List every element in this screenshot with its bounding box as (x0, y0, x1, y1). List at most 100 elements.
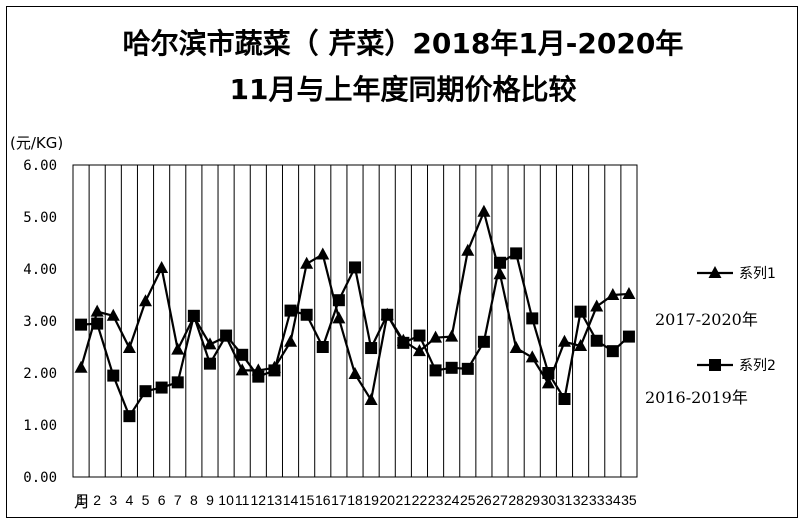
series2-point (300, 308, 313, 321)
series1-point (155, 260, 169, 273)
series1-point (445, 329, 459, 342)
series2-point (332, 294, 345, 307)
series2-point (397, 336, 410, 349)
series1-point (235, 363, 249, 376)
series2-point (477, 335, 490, 348)
series2-point (381, 308, 394, 321)
legend-marker-square (709, 359, 721, 371)
series2-point (252, 370, 265, 383)
y-tick-label: 2.00 (23, 366, 57, 382)
series1-point (412, 344, 426, 357)
series1-period-annotation: 2017-2020年 (655, 310, 758, 329)
series2-point (542, 367, 555, 379)
series1-point (300, 256, 314, 269)
x-tick-label: 29 (524, 492, 540, 508)
series1-point (106, 308, 120, 321)
series2-point (365, 342, 378, 355)
series1-point (332, 311, 346, 324)
series2-point (139, 385, 152, 398)
x-tick-label: 26 (476, 492, 492, 508)
series2-point (461, 362, 474, 375)
y-tick-label: 3.00 (23, 314, 57, 330)
x-tick-label: 3 (109, 492, 117, 508)
x-tick-label: 21 (396, 492, 412, 508)
series2-point (445, 361, 458, 374)
y-axis-unit: (元/KG) (10, 134, 64, 152)
series1-point (122, 341, 136, 354)
y-tick-label: 6.00 (23, 158, 57, 174)
x-tick-label: 28 (508, 492, 524, 508)
series2-period-annotation: 2016-2019年 (645, 388, 748, 407)
x-tick-label: 30 (541, 492, 557, 508)
x-tick-label: 13 (267, 492, 283, 508)
series1-point (90, 304, 104, 317)
x-tick-label: 25 (460, 492, 476, 508)
series2-point (107, 369, 120, 382)
series1-point (541, 376, 555, 389)
x-tick-label: 7 (174, 492, 182, 508)
series2-point (75, 318, 88, 331)
y-tick-label: 5.00 (23, 210, 57, 226)
series1-point (493, 267, 507, 280)
x-tick-label: 11 (235, 492, 250, 508)
series2-point (203, 357, 216, 370)
series2-point (220, 329, 233, 342)
series1-point (139, 294, 153, 307)
x-tick-label: 15 (299, 492, 315, 508)
series2-point (187, 309, 200, 322)
series2-point (510, 247, 523, 260)
series1-point (429, 330, 443, 343)
x-tick-label: 24 (444, 492, 460, 508)
x-tick-label: 5 (142, 492, 150, 508)
x-tick-label: 31 (557, 492, 573, 508)
y-tick-label: 1.00 (23, 418, 57, 434)
series2-point (429, 364, 442, 377)
series2-point (622, 330, 635, 343)
chart-title-line2: 11月与上年度同期价格比较 (229, 73, 577, 106)
legend-label: 系列1 (739, 266, 776, 282)
series2-point (494, 256, 507, 269)
y-tick-label: 4.00 (23, 262, 57, 278)
chart-title-line1: 哈尔滨市蔬菜（ 芹菜）2018年1月-2020年 (122, 27, 684, 60)
series2-point (268, 364, 281, 377)
series1-point (74, 360, 88, 373)
series1-point (316, 247, 330, 260)
series2-point (91, 317, 104, 330)
series2-point (155, 381, 168, 394)
x-tick-label: 10 (218, 492, 234, 508)
x-tick-label: 35 (621, 492, 637, 508)
series1-point (348, 367, 362, 380)
x-tick-label: 22 (412, 492, 428, 508)
series2-point (123, 410, 136, 423)
x-tick-label: 33 (589, 492, 605, 508)
x-tick-label: 19 (363, 492, 379, 508)
x-tick-label: 27 (492, 492, 508, 508)
x-tick-label: 18 (347, 492, 363, 508)
series2-point (558, 393, 571, 405)
x-tick-label: 9 (206, 492, 214, 508)
x-tick-label: 16 (315, 492, 331, 508)
series1-point (606, 288, 620, 300)
series2-point (236, 348, 249, 361)
series1-point (284, 334, 298, 347)
series2-point (413, 329, 426, 342)
series1-point (622, 286, 636, 299)
series1-point (171, 342, 185, 355)
x-tick-label: 34 (605, 492, 621, 508)
x-tick-label: 1 (77, 492, 85, 508)
series1-point (574, 338, 588, 351)
x-tick-label: 2 (93, 492, 101, 508)
series1-point (203, 337, 217, 350)
series2-point (526, 312, 539, 325)
series1-point (477, 204, 491, 217)
series2-point (606, 345, 619, 358)
legend-label: 系列2 (739, 358, 776, 374)
x-tick-label: 14 (283, 492, 299, 508)
series2-point (171, 376, 184, 389)
series1-point (557, 334, 571, 347)
series2-point (284, 304, 297, 317)
x-tick-label: 4 (126, 492, 134, 508)
series2-point (574, 305, 587, 318)
series1-point (461, 243, 475, 256)
